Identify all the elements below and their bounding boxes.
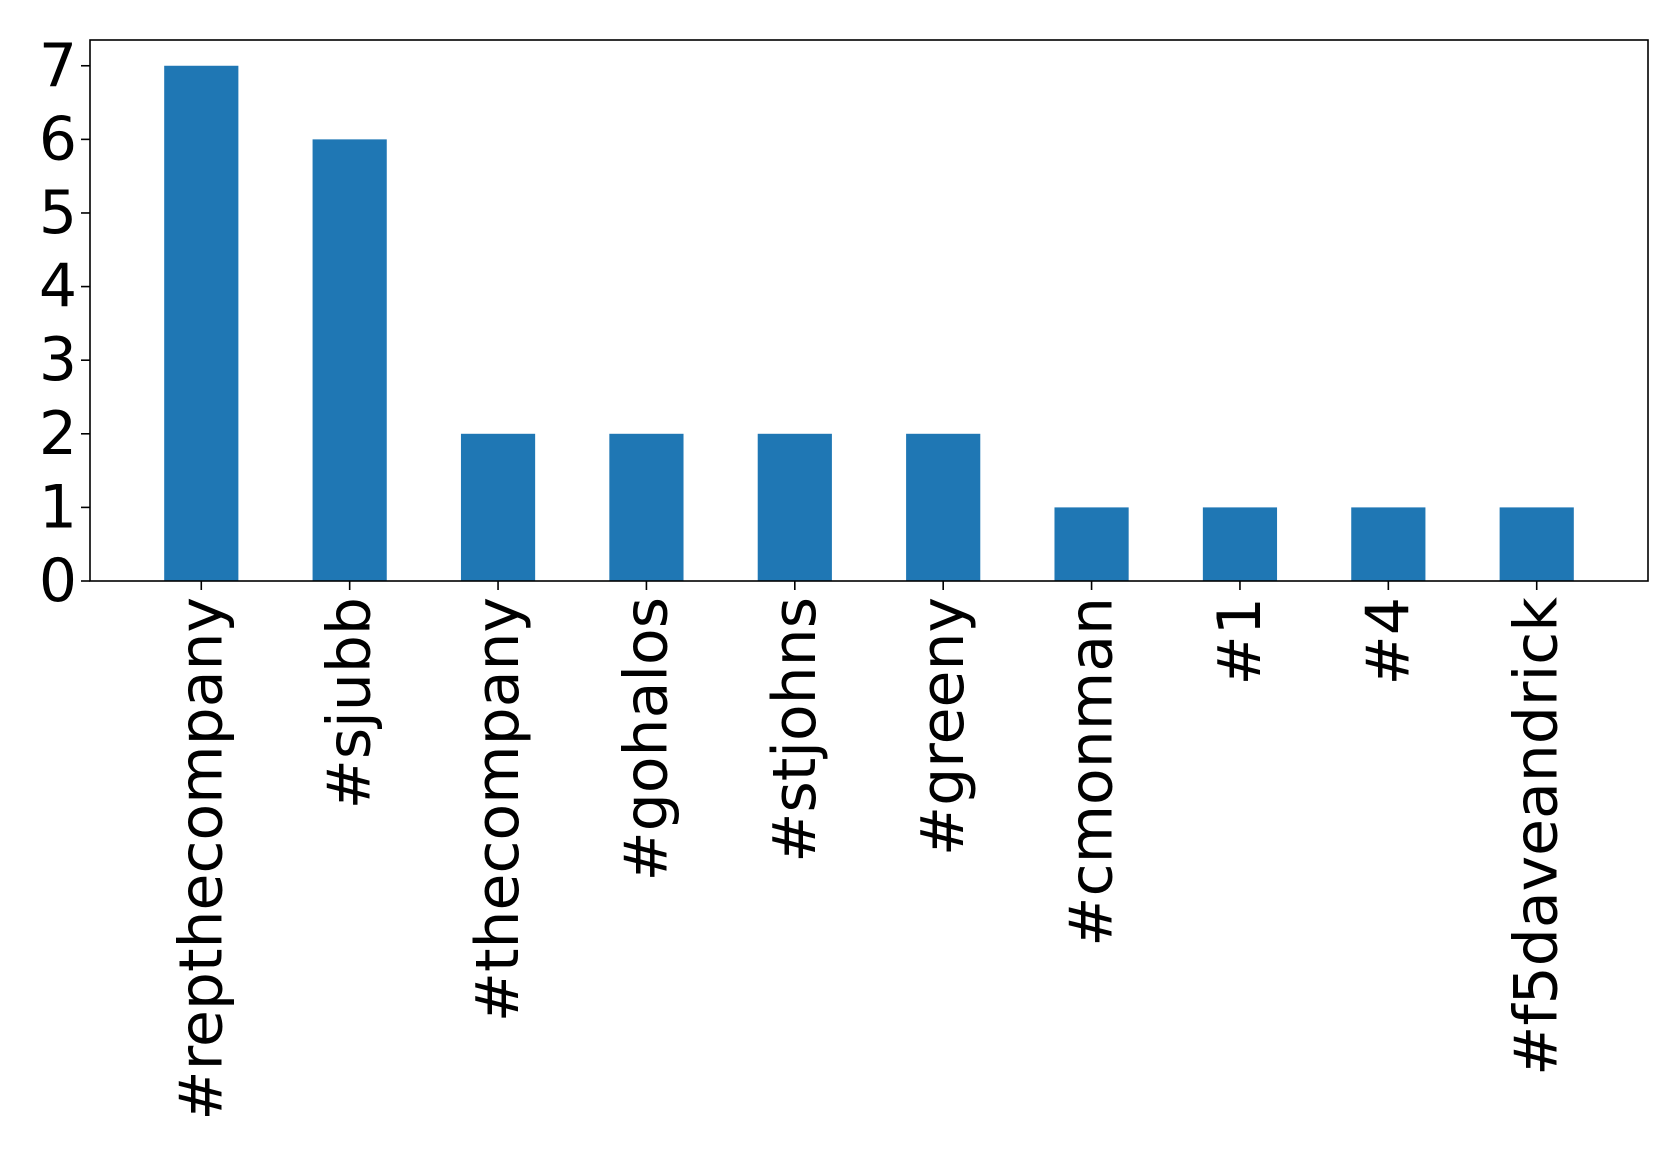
x-tick-label: #sjubb bbox=[315, 597, 385, 809]
bar-2 bbox=[312, 139, 387, 581]
y-tick-label: 1 bbox=[39, 472, 77, 542]
x-tick-label: #1 bbox=[1205, 597, 1275, 685]
x-tick-label: #greeny bbox=[908, 597, 978, 856]
y-tick-label: 7 bbox=[39, 31, 77, 101]
x-tick-label: #thecompany bbox=[463, 597, 533, 1022]
bar-5 bbox=[757, 433, 832, 581]
bar-8 bbox=[1202, 507, 1278, 581]
x-tick-label: #cmonman bbox=[1057, 597, 1127, 947]
bar-1 bbox=[164, 65, 239, 581]
x-axis: #repthecompany #sjubb #thecompany #gohalos #… bbox=[166, 581, 1572, 1121]
y-tick-label: 2 bbox=[39, 399, 77, 469]
axes-frame bbox=[89, 39, 1649, 582]
x-tick-label: #f5daveandrick bbox=[1502, 597, 1572, 1076]
y-tick-label: 3 bbox=[39, 325, 77, 395]
bar-3 bbox=[460, 433, 536, 581]
y-tick-label: 4 bbox=[39, 252, 77, 322]
y-tick-label: 6 bbox=[39, 104, 77, 174]
x-tick-label: #4 bbox=[1353, 597, 1423, 685]
x-tick-label: #stjohns bbox=[760, 597, 830, 863]
x-tick-label: #gohalos bbox=[611, 597, 681, 882]
bar-6 bbox=[906, 433, 981, 581]
y-tick-label: 5 bbox=[39, 178, 77, 248]
bar-4 bbox=[609, 433, 684, 581]
bars-layer bbox=[164, 65, 1574, 581]
x-tick-label: #repthecompany bbox=[166, 597, 236, 1121]
bar-10 bbox=[1499, 507, 1574, 581]
y-tick-label: 0 bbox=[39, 546, 77, 616]
bar-9 bbox=[1351, 507, 1426, 581]
bar-7 bbox=[1054, 507, 1129, 581]
